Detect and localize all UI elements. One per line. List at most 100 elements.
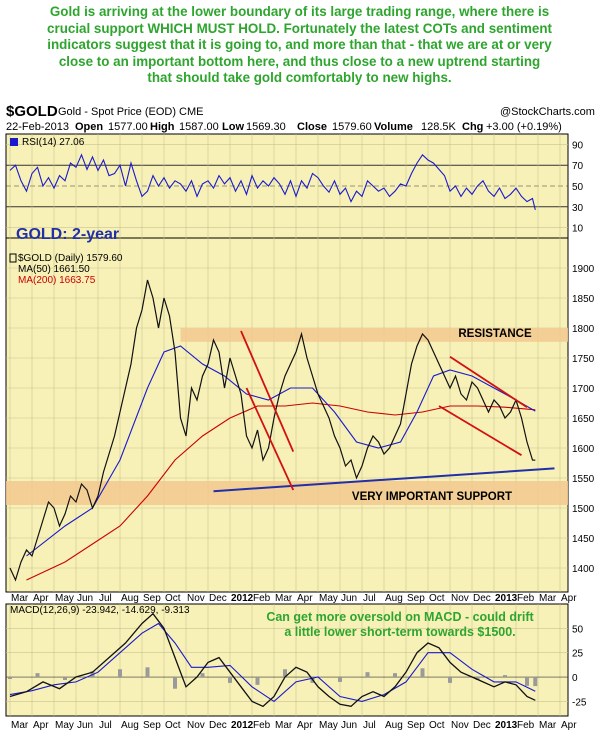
close-label: Close [297, 121, 327, 133]
macd-histogram-bar [200, 673, 205, 678]
macd-histogram-bar [448, 677, 452, 683]
rsi-tick-label: 90 [572, 140, 584, 151]
x-tick-label: Oct [165, 593, 181, 604]
low-label: Low [222, 121, 244, 133]
x-tick-label: Mar [275, 720, 293, 731]
price-legend-2: MA(200) 1663.75 [18, 275, 96, 286]
x-tick-label: Jun [77, 720, 93, 731]
x-tick-label: Nov [451, 720, 469, 731]
x-tick-label: Apr [561, 720, 577, 731]
rsi-label: RSI(14) 27.06 [22, 137, 85, 148]
x-tick-label: May [55, 720, 74, 731]
rsi-ticks: 90 70 50 30 10 [572, 140, 584, 234]
x-tick-label: Nov [451, 593, 469, 604]
macd-series [8, 612, 538, 708]
x-tick-label: Jun [341, 720, 357, 731]
macd-ticks: 50 25 0 -25 [572, 624, 587, 708]
x-tick-label: Oct [165, 720, 181, 731]
volume-label: Volume [374, 121, 413, 133]
price-tick-label: 1400 [572, 564, 595, 575]
x-tick-label: 2013 [495, 720, 518, 731]
x-tick-label: May [319, 593, 338, 604]
macd-histogram-bar [365, 672, 370, 678]
x-tick-label: May [319, 720, 338, 731]
low-value: 1569.30 [246, 121, 286, 133]
x-tick-label: Oct [429, 593, 445, 604]
price-legend-1: MA(50) 1661.50 [18, 264, 90, 275]
x-tick-label: Feb [517, 593, 535, 604]
macd-histogram-bar [525, 677, 529, 686]
rsi-tick-label: 70 [572, 161, 584, 172]
open-label: Open [75, 121, 103, 133]
macd-line [9, 612, 536, 708]
headline-line: Gold is arriving at the lower boundary o… [49, 4, 550, 19]
x-tick-label: Aug [121, 720, 139, 731]
x-tick-label: Apr [33, 593, 49, 604]
volume-value: 128.5K [421, 121, 457, 133]
headline-line: indicators suggest that it is going to, … [47, 37, 552, 52]
macd-panel [5, 603, 569, 717]
headline-line: crucial support WHICH MUST HOLD. Fortuna… [47, 20, 552, 36]
price-tick-label: 1850 [572, 294, 595, 305]
macd-tick-label: 25 [572, 649, 584, 660]
headline-line: close to an important bottom here, and t… [58, 53, 541, 69]
macd-tick-label: -25 [572, 697, 587, 708]
rsi-tick-label: 50 [572, 182, 584, 193]
x-tick-label: 2012 [231, 720, 254, 731]
x-tick-label: Sep [407, 593, 425, 604]
channel-trendline [245, 387, 295, 491]
price-tick-label: 1550 [572, 474, 595, 485]
support-trendline [213, 467, 555, 493]
macd-annotation-1: a little lower short-term towards $1500. [284, 625, 515, 639]
x-tick-label: Nov [187, 720, 205, 731]
gold-price-line [9, 279, 536, 582]
macd-histogram-bar [8, 677, 12, 679]
price-ticks: 1900 1850 1800 1750 1700 1650 1600 1550 1500 1450… [572, 264, 595, 575]
price-tick-label: 1800 [572, 324, 595, 335]
headline-line: that should take gold comfortably to new… [147, 70, 452, 85]
price-panel [5, 237, 569, 593]
price-tick-label: 1700 [572, 384, 595, 395]
stockcharts-watermark: @StockCharts.com [500, 106, 595, 118]
x-tick-label: Feb [517, 720, 535, 731]
macd-signal-line [9, 622, 536, 703]
x-tick-label: Apr [561, 593, 577, 604]
high-label: High [150, 121, 175, 133]
x-tick-label: Jul [363, 720, 376, 731]
ma200-line [26, 402, 536, 581]
macd-grid [6, 604, 568, 716]
x-tick-label: May [55, 593, 74, 604]
headline: Gold is arriving at the lower boundary o… [0, 4, 599, 87]
open-value: 1577.00 [108, 121, 148, 133]
x-tick-label: Sep [407, 720, 425, 731]
x-tick-label: 2013 [495, 593, 518, 604]
macd-label: MACD(12,26,9) -23.942, -14.629, -9.313 [10, 605, 190, 616]
rsi-tick-label: 30 [572, 203, 584, 214]
x-tick-label: Dec [473, 720, 491, 731]
support-label: VERY IMPORTANT SUPPORT [352, 491, 512, 503]
rsi-grid [6, 134, 568, 238]
chart-name: Gold - Spot Price (EOD) CME [58, 106, 203, 118]
price-tick-label: 1500 [572, 504, 595, 515]
x-tick-label: Jun [341, 593, 357, 604]
x-tick-label: Mar [275, 593, 293, 604]
x-tick-label: Nov [187, 593, 205, 604]
macd-histogram-bar [145, 667, 150, 678]
macd-histogram-bar [283, 669, 287, 678]
x-tick-label: Dec [209, 720, 227, 731]
price-tick-label: 1900 [572, 264, 595, 275]
x-axis-price: Mar Apr May Jun Jul Aug Sep Oct Nov Dec 2012 Feb Mar… [11, 593, 577, 604]
x-tick-label: Oct [429, 720, 445, 731]
x-tick-label: Apr [297, 720, 313, 731]
rsi-legend-swatch [10, 138, 18, 146]
x-tick-label: Jul [99, 720, 112, 731]
ma50-line [26, 345, 536, 557]
macd-tick-label: 0 [572, 673, 578, 684]
macd-histogram-bar [173, 677, 177, 689]
x-tick-label: Sep [143, 593, 161, 604]
rsi-tick-label: 10 [572, 224, 584, 235]
price-zones: RESISTANCE VERY IMPORTANT SUPPORT [6, 328, 568, 505]
price-tick-label: 1650 [572, 414, 595, 425]
macd-histogram-bar [118, 669, 122, 678]
x-tick-label: Mar [539, 593, 557, 604]
